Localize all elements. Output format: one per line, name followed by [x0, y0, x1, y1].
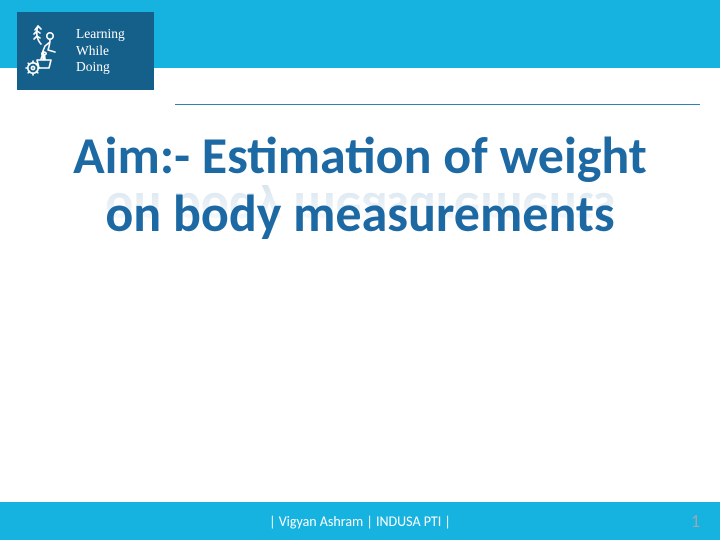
- page-number: 1: [691, 510, 700, 532]
- header-band-right: [160, 0, 720, 68]
- logo-tagline: Learning While Doing: [76, 26, 125, 77]
- slide-title-wrap: Aim:- Estimation of weight on body measu…: [0, 126, 720, 242]
- footer-band: | Vigyan Ashram | INDUSA PTI |: [0, 502, 720, 540]
- plant-gear-icon: [23, 22, 71, 80]
- footer-text: | Vigyan Ashram | INDUSA PTI |: [269, 513, 451, 530]
- logo-box: Learning While Doing: [17, 12, 154, 90]
- slide-title: Aim:- Estimation of weight on body measu…: [70, 126, 650, 242]
- header-divider: [175, 104, 700, 105]
- slide: Learning While Doing Aim:- Estimation of…: [0, 0, 720, 540]
